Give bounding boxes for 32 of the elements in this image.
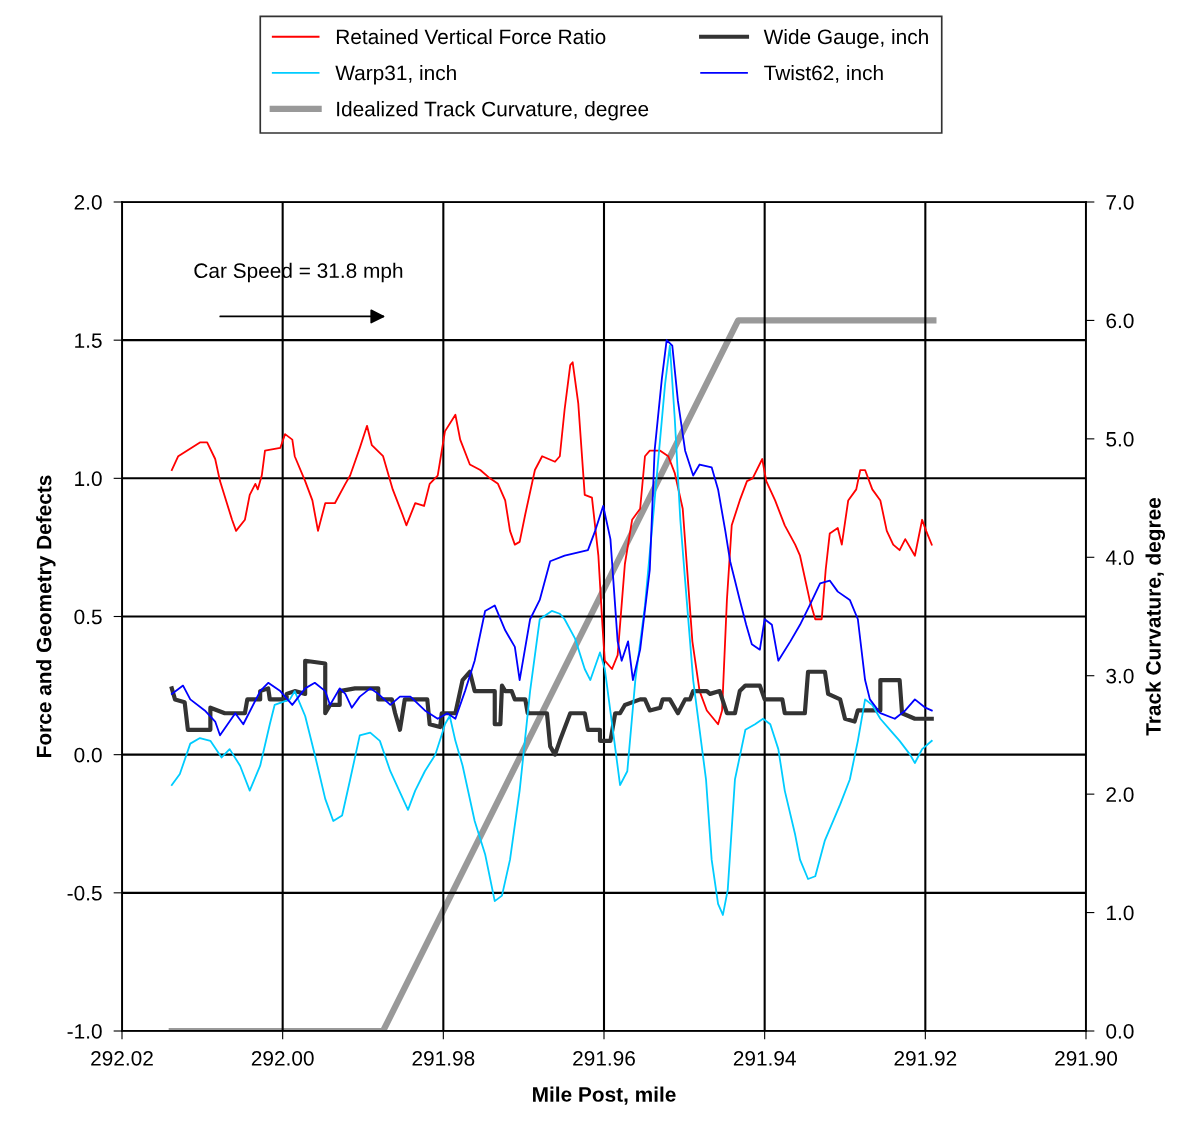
line-series — [170, 344, 933, 916]
y2-tick-label: 0.0 — [1106, 1024, 1134, 1039]
line-series — [169, 658, 934, 757]
x-axis-title: Mile Post, mile — [533, 1086, 676, 1105]
legend-label: Twist62, inch — [764, 65, 883, 83]
x-tick-label: 291.94 — [733, 1050, 796, 1066]
legend-label: Retained Vertical Force Ratio — [336, 28, 606, 45]
y2-tick-label: 7.0 — [1106, 195, 1134, 210]
y2-tick-label: 2.0 — [1106, 787, 1134, 802]
y-tick-label: 0.0 — [74, 747, 102, 763]
y2-tick-label: 3.0 — [1106, 668, 1134, 684]
y2-axis-title: Track Curvature, degree — [1145, 497, 1166, 736]
y-axis-title: Force and Geometry Defects — [36, 475, 56, 757]
legend-label: Warp31, inch — [335, 65, 456, 85]
y2-tick-label: 4.0 — [1105, 550, 1134, 566]
x-tick-label: 291.96 — [573, 1050, 635, 1066]
legend-label: Wide Gauge, inch — [763, 28, 928, 49]
x-tick-label: 291.98 — [412, 1050, 475, 1066]
y2-tick-label: 6.0 — [1106, 313, 1134, 329]
x-tick-label: 291.92 — [894, 1050, 957, 1066]
y-tick-label: 1.0 — [75, 471, 102, 487]
y-tick-label: 2.0 — [74, 195, 102, 210]
y2-tick-label: 1.0 — [1107, 905, 1134, 921]
x-tick-label: 292.02 — [91, 1050, 153, 1066]
x-tick-label: 292.00 — [251, 1050, 314, 1066]
y-tick-label: 1.5 — [75, 333, 102, 348]
y2-tick-label: 5.0 — [1106, 431, 1134, 447]
y-tick-label: -1.0 — [67, 1024, 102, 1039]
y-tick-label: -0.5 — [67, 885, 102, 901]
legend-label: Idealized Track Curvature, degree — [337, 101, 649, 121]
y-tick-label: 0.5 — [74, 609, 102, 625]
x-tick-label: 291.90 — [1055, 1050, 1118, 1066]
